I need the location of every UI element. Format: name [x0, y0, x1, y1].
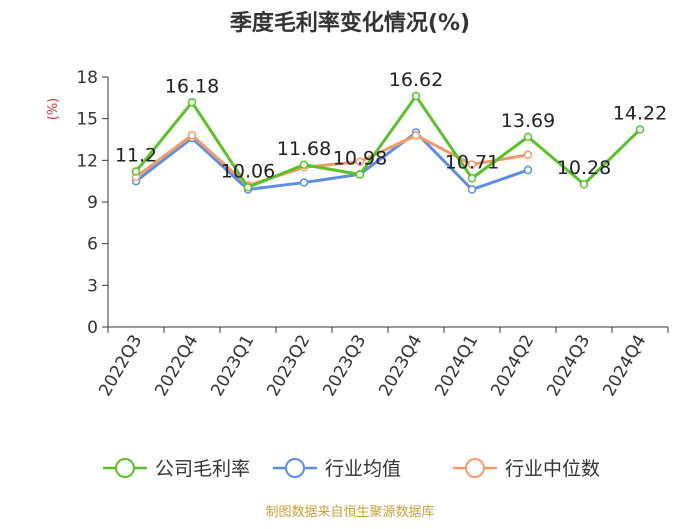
data-point — [299, 160, 309, 170]
data-point — [243, 183, 253, 192]
x-tick-label: 2022Q3 — [95, 332, 146, 400]
data-point — [523, 132, 533, 142]
source-note: 制图数据来自恒生聚源数据库 — [265, 504, 434, 520]
data-point — [467, 174, 477, 183]
legend-label: 行业均值 — [325, 458, 401, 480]
data-point — [355, 170, 365, 179]
data-point — [579, 179, 589, 189]
y-axis-label: (%) — [46, 98, 61, 121]
y-tick-label: 0 — [87, 318, 98, 338]
data-point — [467, 185, 477, 194]
x-tick-label: 2024Q1 — [431, 332, 482, 400]
y-tick-label: 9 — [87, 193, 98, 213]
data-point — [411, 91, 421, 101]
series-company — [131, 91, 645, 192]
data-label: 16.62 — [389, 69, 443, 91]
data-point — [131, 167, 141, 176]
data-point — [187, 98, 197, 107]
data-point — [467, 160, 477, 169]
data-label: 10.06 — [221, 160, 275, 182]
x-tick-label: 2023Q3 — [319, 332, 370, 400]
legend-marker — [285, 458, 305, 478]
chart-title: 季度毛利率变化情况(%) — [230, 10, 470, 36]
series-line — [134, 94, 642, 189]
x-tick-label: 2024Q3 — [543, 332, 594, 400]
data-label: 11.68 — [277, 138, 331, 160]
data-point — [355, 157, 365, 166]
data-point — [523, 150, 533, 160]
data-point — [187, 131, 197, 140]
y-tick-label: 18 — [76, 68, 98, 88]
x-tick-label: 2024Q2 — [487, 332, 538, 400]
legend-label: 行业中位数 — [505, 458, 600, 480]
data-label: 11.2 — [115, 144, 157, 166]
axes: 0 3 6 9 12 15 18 2022Q3 2022Q4 2023Q1 2023Q2 2023Q3… — [76, 68, 669, 400]
legend-marker — [465, 458, 485, 478]
legend-marker — [115, 458, 135, 478]
series-line — [135, 131, 529, 191]
y-tick-label: 6 — [87, 235, 98, 255]
data-label: 16.18 — [165, 75, 219, 97]
data-point — [299, 178, 309, 187]
x-tick-label: 2023Q1 — [207, 332, 258, 400]
x-tick-label: 2024Q4 — [599, 332, 650, 400]
x-tick-label: 2022Q4 — [151, 332, 202, 400]
data-label: 10.71 — [445, 151, 499, 173]
x-tick-label: 2023Q2 — [263, 332, 314, 400]
y-tick-label: 3 — [87, 276, 98, 296]
series-layer — [131, 91, 645, 194]
legend-item: 行业均值 — [273, 458, 401, 480]
legend-item: 公司毛利率 — [103, 458, 250, 480]
legend-item: 行业中位数 — [453, 458, 600, 480]
data-label: 10.28 — [557, 157, 611, 179]
legend-label: 公司毛利率 — [155, 458, 250, 480]
data-label: 10.98 — [333, 148, 387, 170]
data-point — [523, 165, 533, 175]
series-line — [135, 133, 529, 187]
y-tick-label: 12 — [76, 151, 98, 171]
data-point — [411, 131, 421, 140]
data-label: 14.22 — [613, 103, 667, 125]
legend: 公司毛利率 行业均值 行业中位数 — [103, 458, 600, 480]
data-point — [635, 125, 645, 134]
data-label: 13.69 — [501, 110, 555, 132]
x-tick-label: 2023Q4 — [375, 332, 426, 400]
y-tick-label: 15 — [76, 110, 98, 130]
